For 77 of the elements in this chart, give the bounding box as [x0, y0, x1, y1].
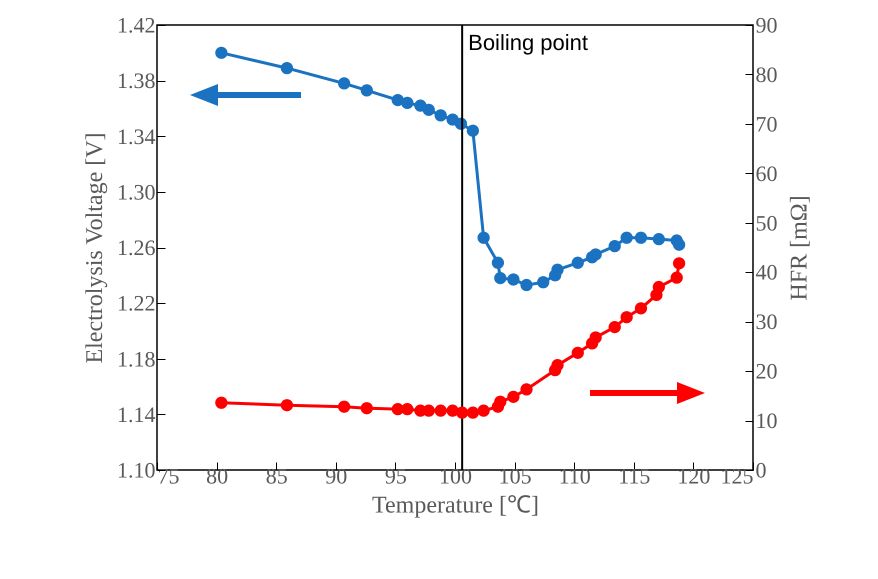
- point: [590, 248, 602, 261]
- point: [608, 240, 621, 252]
- x-tick-label: 115: [618, 464, 650, 488]
- point: [672, 257, 686, 270]
- ref-line-label: Boiling point: [468, 30, 588, 55]
- point: [215, 396, 228, 409]
- point: [507, 390, 520, 403]
- point: [520, 383, 533, 396]
- point: [477, 232, 490, 244]
- y-tick-label: 1.14: [117, 402, 156, 427]
- point: [422, 104, 435, 116]
- point: [434, 404, 447, 417]
- point: [620, 311, 633, 324]
- point: [551, 264, 564, 276]
- y2-tick-label: 60: [756, 160, 778, 186]
- point: [537, 276, 550, 288]
- point: [392, 94, 404, 106]
- y2-tick-label: 70: [756, 111, 778, 136]
- y-axis-title: Electrolysis Voltage [V]: [82, 132, 108, 364]
- point: [215, 46, 228, 59]
- point: [401, 403, 414, 416]
- point: [477, 404, 490, 417]
- point: [494, 272, 506, 284]
- x-tick-label: 85: [266, 464, 288, 488]
- y2-tick-label: 90: [756, 12, 778, 38]
- point: [608, 320, 621, 334]
- y-tick-label: 1.10: [117, 458, 156, 482]
- y2-tick-label: 20: [756, 358, 778, 384]
- y-tick-label: 1.30: [117, 179, 156, 204]
- y2-tick-label: 40: [756, 260, 778, 285]
- point: [360, 84, 373, 96]
- x-axis-title: Temperature [℃]: [372, 492, 539, 518]
- y-tick-label: 1.22: [117, 290, 156, 316]
- y2-tick-label: 0: [756, 458, 766, 482]
- point: [494, 396, 506, 408]
- point: [492, 256, 504, 269]
- x-tick-label: 100: [439, 464, 472, 488]
- point: [572, 256, 584, 269]
- point: [466, 124, 480, 137]
- point: [634, 232, 648, 244]
- x-tick-label: 125: [720, 464, 754, 488]
- point: [338, 77, 350, 90]
- y-tick-label: 1.38: [117, 68, 156, 94]
- point: [338, 400, 350, 413]
- x-tick-label: 105: [498, 464, 532, 488]
- point: [280, 62, 294, 74]
- y2-tick-label: 50: [756, 210, 778, 236]
- x-tick-label: 120: [677, 464, 710, 488]
- y2-tick-label: 10: [756, 408, 778, 434]
- point: [572, 346, 584, 359]
- point: [360, 402, 373, 414]
- point: [551, 359, 564, 372]
- point: [620, 232, 633, 244]
- point: [401, 96, 414, 109]
- point: [670, 272, 683, 284]
- y2-tick-label: 30: [756, 309, 778, 334]
- x-tick-label: 110: [558, 464, 591, 488]
- point: [652, 280, 665, 294]
- x-tick-label: 90: [325, 464, 348, 488]
- y2-tick-label: 80: [756, 62, 778, 87]
- point: [652, 233, 665, 246]
- y-tick-label: 1.42: [117, 12, 156, 38]
- point: [280, 399, 294, 412]
- x-tick-label: 95: [384, 464, 407, 488]
- y-tick-label: 1.34: [117, 124, 156, 149]
- point: [672, 238, 686, 251]
- point: [520, 278, 533, 292]
- y-tick-label: 1.18: [117, 346, 156, 372]
- point: [590, 331, 602, 344]
- point: [507, 273, 520, 286]
- x-tick-label: 80: [206, 464, 228, 488]
- y-tick-label: 1.26: [117, 235, 156, 260]
- point: [434, 109, 447, 122]
- point: [456, 406, 468, 419]
- point: [634, 302, 648, 314]
- point: [466, 406, 480, 419]
- y2-axis-title: HFR [mΩ]: [786, 195, 812, 301]
